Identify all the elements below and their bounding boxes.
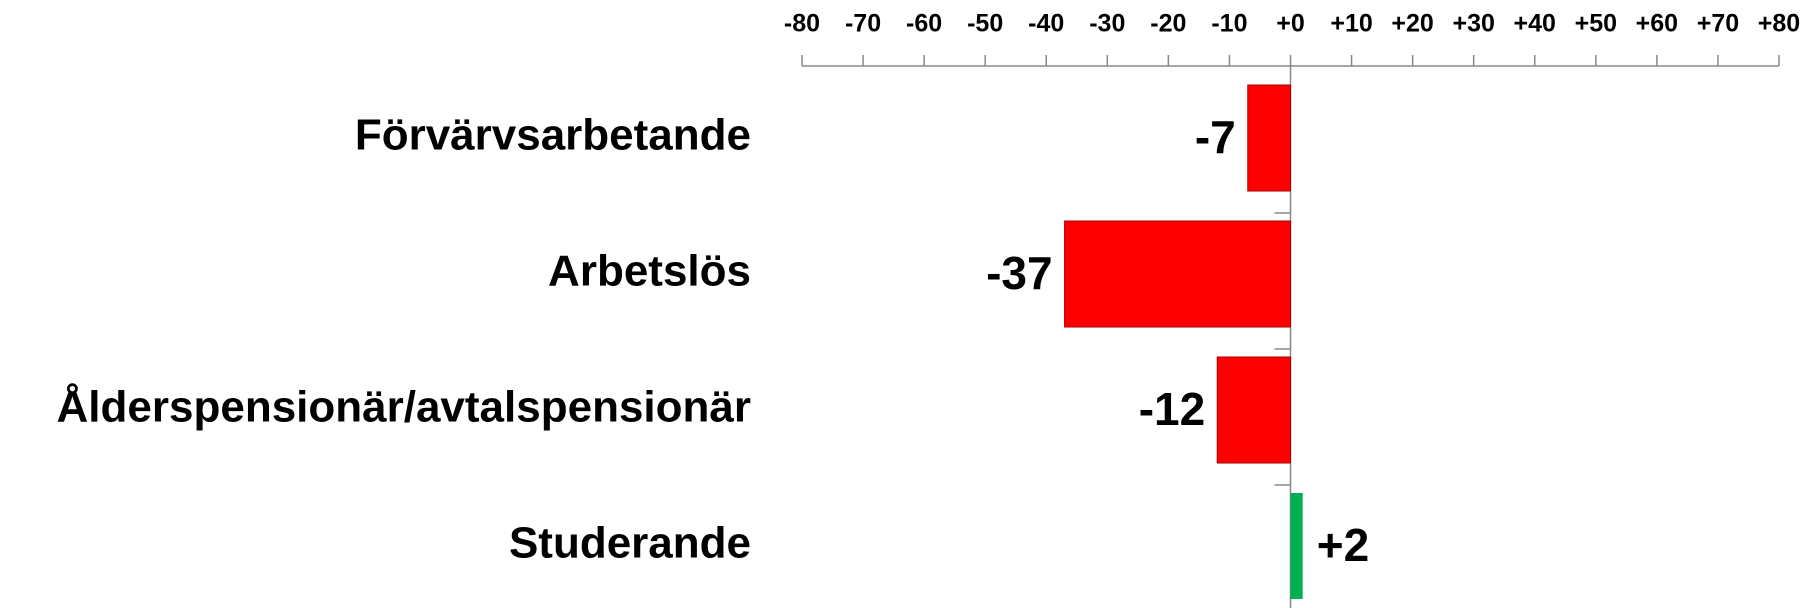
bar [1290, 493, 1303, 599]
x-tick-label: +30 [1452, 10, 1494, 38]
x-tick-label: -10 [1211, 10, 1247, 38]
category-label: Studerande [509, 519, 751, 568]
x-tick-label: +10 [1330, 10, 1372, 38]
x-tick-label: +0 [1276, 10, 1305, 38]
value-label: -37 [986, 247, 1052, 299]
x-tick-label: -40 [1028, 10, 1064, 38]
value-label: -12 [1139, 383, 1205, 435]
x-tick-label: -70 [845, 10, 881, 38]
x-tick-label: +70 [1697, 10, 1739, 38]
x-tick-label: +20 [1391, 10, 1433, 38]
bar [1064, 220, 1291, 328]
x-tick-label: -20 [1150, 10, 1186, 38]
bar [1216, 356, 1291, 464]
x-tick-label: +60 [1636, 10, 1678, 38]
value-label: +2 [1317, 519, 1369, 571]
value-label: -7 [1195, 111, 1236, 163]
x-tick-label: +80 [1758, 10, 1800, 38]
bar [1247, 84, 1291, 192]
x-tick-label: -60 [906, 10, 942, 38]
x-tick-label: -30 [1089, 10, 1125, 38]
x-tick-label: +40 [1514, 10, 1556, 38]
category-label: Ålderspensionär/avtalspensionär [57, 383, 751, 432]
x-tick-label: +50 [1575, 10, 1617, 38]
category-label: Förvärvsarbetande [355, 111, 751, 160]
category-label: Arbetslös [548, 247, 751, 296]
x-tick-label: -50 [967, 10, 1003, 38]
x-tick-label: -80 [784, 10, 820, 38]
